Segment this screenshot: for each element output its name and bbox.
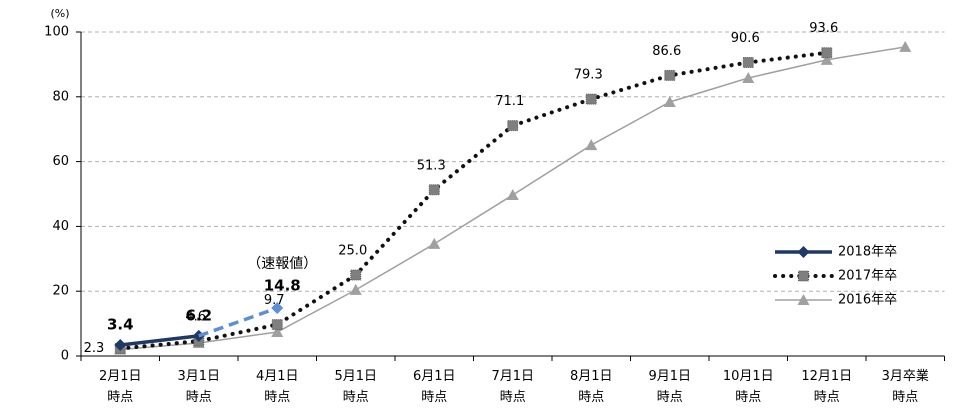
data-point: [899, 40, 912, 52]
data-label: 86.6: [652, 44, 681, 59]
data-point: [585, 93, 597, 105]
data-point: [271, 319, 283, 331]
x-tick-label: 7月1日 時点: [491, 369, 535, 405]
data-point: [585, 139, 598, 151]
data-label: 93.6: [809, 21, 838, 36]
x-tick-label: 12月1日 時点: [801, 369, 853, 405]
y-tick-label: 40: [52, 219, 69, 234]
x-tick-label: 9月1日 時点: [648, 369, 692, 405]
data-point: [350, 269, 362, 281]
x-tick-label: 2月1日 時点: [98, 369, 142, 405]
preliminary-point: [271, 302, 284, 315]
x-tick-label: 3月卒業 時点: [881, 369, 929, 405]
y-tick-label: 100: [44, 25, 69, 40]
legend-marker: [797, 246, 810, 258]
data-point: [506, 188, 519, 200]
x-tick-label: 8月1日 時点: [569, 369, 613, 405]
data-point: [664, 69, 676, 81]
data-label: 71.1: [495, 94, 524, 109]
data-label: 3.4: [107, 315, 134, 333]
data-label: 25.0: [338, 244, 367, 259]
legend-label: 2018年卒: [838, 245, 897, 260]
x-tick-label: 4月1日 時点: [255, 369, 299, 405]
y-tick-label: 80: [52, 89, 69, 104]
data-point: [742, 72, 755, 84]
x-tick-label: 3月1日 時点: [177, 369, 221, 405]
data-point: [114, 338, 127, 351]
data-label: 14.8: [264, 277, 301, 295]
y-tick-label: 20: [52, 284, 69, 299]
data-label: 90.6: [731, 31, 760, 46]
data-label: 2.3: [84, 341, 105, 356]
preliminary-line: [198, 306, 278, 338]
legend-marker: [798, 270, 809, 282]
series-line: [118, 50, 829, 351]
y-tick-label: 60: [52, 154, 69, 169]
preliminary-note: （速報値）: [247, 256, 317, 272]
data-label: 51.3: [417, 158, 446, 173]
legend-marker: [797, 294, 810, 305]
x-tick-label: 10月1日 時点: [722, 369, 774, 405]
data-point: [507, 120, 519, 132]
x-tick-label: 5月1日 時点: [334, 369, 378, 405]
data-point: [428, 184, 440, 196]
legend-label: 2016年卒: [838, 293, 897, 308]
data-point: [349, 283, 362, 295]
data-point: [271, 326, 284, 338]
y-tick-label: 0: [61, 349, 69, 364]
data-point: [663, 95, 676, 107]
data-point: [820, 53, 833, 65]
legend-label: 2017年卒: [838, 269, 897, 284]
data-point: [428, 237, 441, 249]
data-label: 4.6: [185, 310, 206, 325]
x-tick-label: 6月1日 時点: [412, 369, 456, 405]
data-label: 6.2: [185, 306, 212, 324]
y-unit: (%): [50, 7, 69, 20]
series-line: [120, 334, 199, 347]
data-label: 79.3: [574, 68, 603, 83]
data-point: [821, 47, 833, 59]
data-point: [742, 56, 754, 68]
